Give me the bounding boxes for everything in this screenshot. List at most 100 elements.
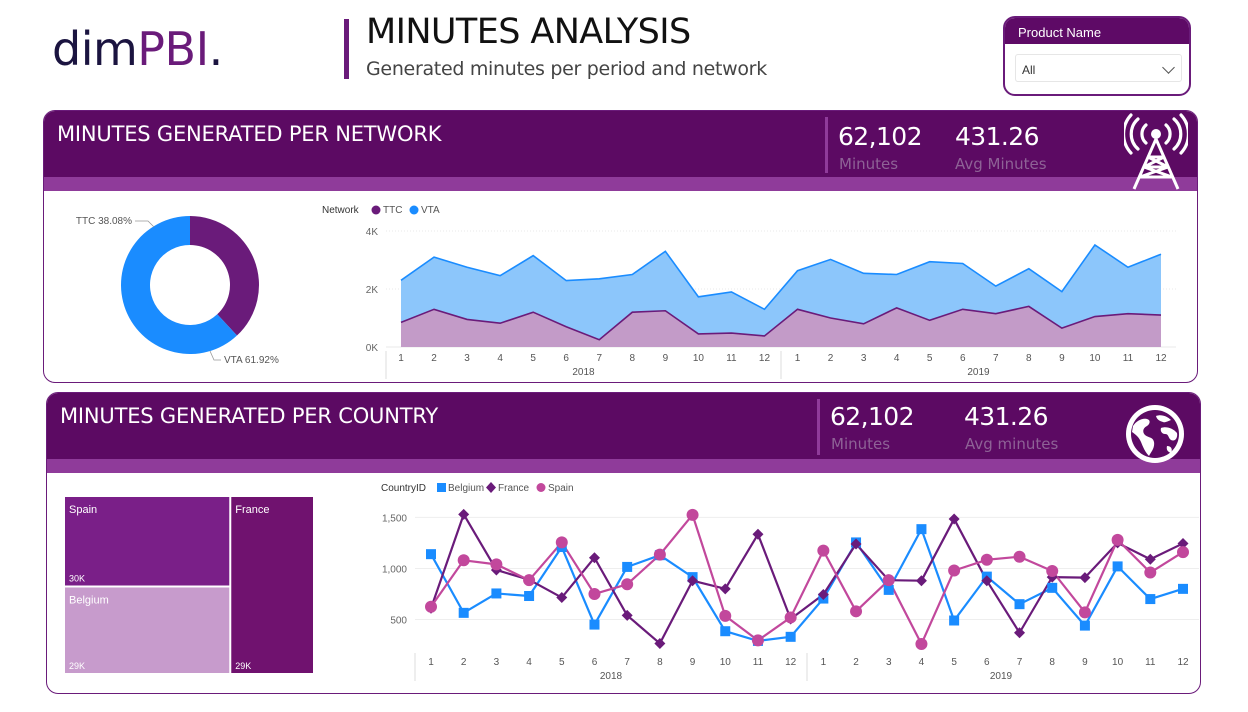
line-point-france	[654, 637, 666, 649]
line-legend-marker-spain	[536, 483, 546, 492]
country-kpi-minutes-value: 62,102	[830, 402, 914, 431]
donut-leader-vta	[209, 350, 221, 361]
line-x-tick: 10	[720, 657, 732, 668]
line-point-france	[915, 575, 927, 587]
line-x-tick: 12	[785, 657, 797, 668]
line-point-spain	[850, 605, 863, 618]
line-point-belgium	[622, 561, 633, 572]
area-x-tick: 7	[596, 353, 602, 364]
line-point-france	[948, 513, 960, 525]
product-name-slicer: Product Name All	[1003, 16, 1191, 96]
line-point-france	[1014, 627, 1026, 639]
line-point-belgium	[524, 591, 535, 602]
line-x-tick: 1	[428, 657, 434, 668]
area-x-tick: 4	[497, 353, 503, 364]
network-kpi-minutes-value: 62,102	[838, 122, 922, 151]
line-x-tick: 3	[494, 657, 500, 668]
network-kpi-avg-value: 431.26	[955, 122, 1039, 151]
line-x-tick: 7	[1017, 657, 1023, 668]
line-point-spain	[1078, 606, 1091, 619]
network-donut-chart: TTC 38.08% VTA 61.92%	[76, 216, 279, 366]
line-point-belgium	[1145, 594, 1156, 605]
line-point-belgium	[426, 549, 436, 560]
treemap-value-france: 29K	[235, 661, 251, 671]
country-panel-title: MINUTES GENERATED PER COUNTRY	[60, 404, 439, 428]
line-point-france	[1177, 537, 1189, 549]
area-x-tick: 6	[960, 353, 966, 364]
line-point-france	[981, 575, 993, 587]
line-x-tick: 11	[1145, 657, 1156, 668]
line-point-spain	[719, 609, 732, 622]
line-point-france	[458, 508, 470, 520]
country-panel-strip	[47, 459, 1200, 473]
country-line-chart: CountryID Belgium France Spain 500 1,000 1,500…	[381, 482, 1199, 682]
area-x-tick: 3	[861, 353, 867, 364]
area-x-year: 2018	[572, 367, 595, 378]
area-x-tick: 9	[1059, 353, 1065, 364]
area-fill-vta	[401, 244, 1161, 340]
line-x-tick: 2	[853, 657, 859, 668]
line-x-tick: 10	[1112, 657, 1124, 668]
area-legend-marker-ttc	[371, 205, 381, 215]
line-point-belgium	[883, 584, 894, 595]
line-point-spain	[555, 536, 568, 549]
product-name-dropdown[interactable]: All	[1015, 54, 1182, 82]
area-x-year: 2019	[967, 367, 990, 378]
area-y-tick: 4K	[366, 227, 379, 238]
line-x-tick: 3	[886, 657, 892, 668]
line-x-tick: 4	[526, 657, 532, 668]
treemap-tile-belgium	[65, 587, 230, 673]
network-kpi-avg-label: Avg Minutes	[955, 155, 1047, 173]
line-point-spain	[1144, 566, 1157, 579]
line-point-belgium	[1014, 599, 1025, 610]
area-line-ttc	[400, 305, 1162, 341]
area-line-vta	[400, 243, 1162, 311]
line-point-spain	[882, 574, 895, 587]
line-point-spain	[425, 600, 437, 613]
area-x-tick: 1	[795, 353, 801, 364]
line-legend-spain: Spain	[548, 483, 574, 494]
country-kpi-separator	[817, 399, 820, 455]
line-point-france	[1079, 572, 1091, 584]
line-x-tick: 4	[919, 657, 925, 668]
area-x-tick: 8	[1026, 353, 1032, 364]
treemap-label-france: France	[235, 504, 269, 516]
line-point-france	[719, 583, 731, 595]
donut-slice-vta	[120, 216, 237, 354]
treemap-label-belgium: Belgium	[69, 594, 109, 606]
line-point-spain	[751, 634, 764, 647]
area-x-tick: 6	[563, 353, 569, 364]
globe-icon	[1126, 405, 1184, 463]
line-point-france	[687, 575, 699, 587]
line-point-spain	[980, 553, 993, 566]
area-x-tick: 11	[726, 353, 737, 364]
line-x-tick: 9	[690, 657, 696, 668]
area-x-tick: 2	[828, 353, 834, 364]
line-point-spain	[457, 554, 470, 567]
line-point-belgium	[1047, 582, 1058, 593]
area-x-tick: 10	[1089, 353, 1101, 364]
line-point-spain	[523, 574, 536, 587]
line-point-france	[850, 538, 862, 550]
line-y-tick: 1,000	[382, 564, 407, 575]
area-x-tick: 7	[993, 353, 999, 364]
country-kpi-avg-label: Avg minutes	[965, 435, 1059, 453]
line-point-france	[588, 552, 600, 564]
treemap-label-spain: Spain	[69, 504, 97, 516]
area-x-tick: 10	[693, 353, 705, 364]
line-x-tick: 5	[951, 657, 957, 668]
area-x-tick: 4	[894, 353, 900, 364]
country-panel-header	[47, 393, 1200, 459]
line-point-belgium	[916, 524, 927, 535]
line-point-spain	[621, 578, 634, 591]
antenna-tower-icon	[1124, 113, 1188, 190]
line-point-belgium	[785, 631, 796, 642]
page-title: MINUTES ANALYSIS	[366, 12, 691, 52]
country-kpi-minutes-label: Minutes	[831, 435, 891, 453]
line-x-tick: 9	[1082, 657, 1088, 668]
line-x-tick: 6	[984, 657, 990, 668]
line-point-spain	[686, 508, 699, 521]
area-legend-marker-vta	[409, 205, 419, 215]
line-point-belgium	[1178, 583, 1188, 594]
